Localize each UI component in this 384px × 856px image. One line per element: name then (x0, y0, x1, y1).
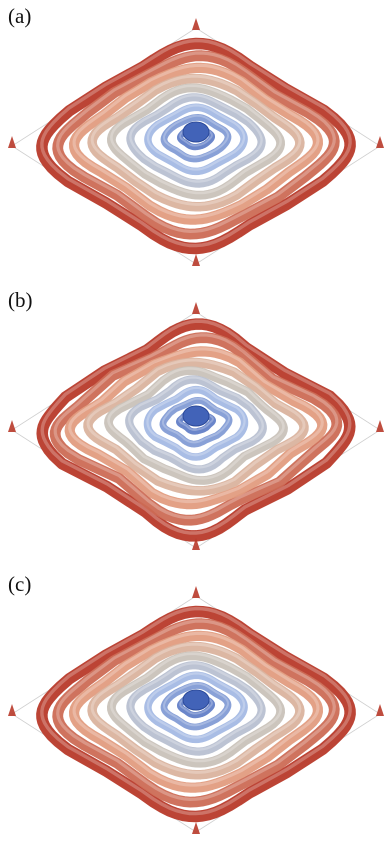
isosurface-ring (52, 618, 340, 808)
central-core (182, 121, 210, 143)
ring-highlight (72, 63, 320, 219)
isosurface-ring (160, 682, 232, 731)
isosurface-ring (107, 83, 286, 200)
ring-highlight (146, 386, 246, 457)
isosurface-ring (68, 62, 323, 225)
isosurface-ring (87, 641, 305, 780)
isosurface-ring (68, 630, 323, 793)
ring-highlight (110, 84, 282, 195)
corner-spike (192, 538, 200, 550)
corner-spike (376, 420, 384, 432)
ring-highlight (90, 642, 302, 774)
isosurface-ring (125, 375, 267, 474)
ring-highlight (129, 662, 263, 751)
ring-highlight (86, 358, 306, 490)
central-core (182, 405, 210, 427)
corner-spike (376, 704, 384, 716)
panel-label-a: (a) (8, 4, 32, 28)
corner-spike (192, 586, 200, 598)
isosurface-ring (126, 93, 266, 188)
corner-spike (192, 302, 200, 314)
ring-highlight (107, 367, 285, 480)
ring-highlight (68, 347, 324, 504)
ring-highlight (146, 104, 246, 171)
corner-spike (192, 254, 200, 266)
central-core (182, 689, 210, 711)
isosurface-ring (104, 366, 288, 485)
ring-highlight (161, 397, 231, 444)
figure-panel-c: (c) (0, 568, 384, 853)
ring-highlight (56, 51, 336, 234)
isosurface-ring (49, 332, 343, 526)
panel-label-b: (b) (8, 288, 33, 312)
isosurface-ring (52, 50, 340, 240)
corner-spike (8, 704, 16, 716)
isosurface-ring (160, 114, 232, 163)
corner-spike (192, 18, 200, 30)
figure-panel-a: (a) (0, 0, 384, 285)
ring-highlight (127, 376, 265, 469)
isosurface-ring (144, 671, 248, 744)
ring-highlight (146, 672, 246, 739)
ring-highlight (40, 38, 352, 248)
isosurface-ring (143, 385, 249, 461)
isosurface-ring (126, 661, 266, 756)
isosurface-plot-a (8, 18, 384, 266)
isosurface-ring (64, 346, 328, 510)
corner-spike (376, 136, 384, 148)
isosurface-ring (36, 37, 356, 255)
isosurface-ring (36, 318, 356, 542)
ring-highlight (110, 652, 282, 763)
figure-panel-b: (b) (0, 284, 384, 569)
ring-highlight (90, 74, 302, 206)
isosurface-ring (36, 605, 356, 823)
panel-label-c: (c) (8, 572, 32, 596)
ring-highlight (162, 114, 230, 159)
ring-highlight (40, 319, 352, 535)
ring-highlight (162, 682, 230, 727)
ring-highlight (53, 333, 339, 520)
ring-highlight (129, 94, 263, 183)
isosurface-ring (159, 397, 233, 448)
isosurface-ring (107, 651, 286, 768)
corner-spike (192, 822, 200, 834)
ring-highlight (56, 619, 336, 802)
isosurface-plot-c (8, 586, 384, 834)
ring-highlight (72, 631, 320, 787)
isosurface-ring (87, 73, 305, 212)
isosurface-ring (144, 103, 248, 176)
corner-spike (8, 136, 16, 148)
ring-highlight (40, 606, 352, 816)
isosurface-plot-b (8, 302, 384, 550)
isosurface-ring (83, 357, 309, 496)
corner-spike (8, 420, 16, 432)
